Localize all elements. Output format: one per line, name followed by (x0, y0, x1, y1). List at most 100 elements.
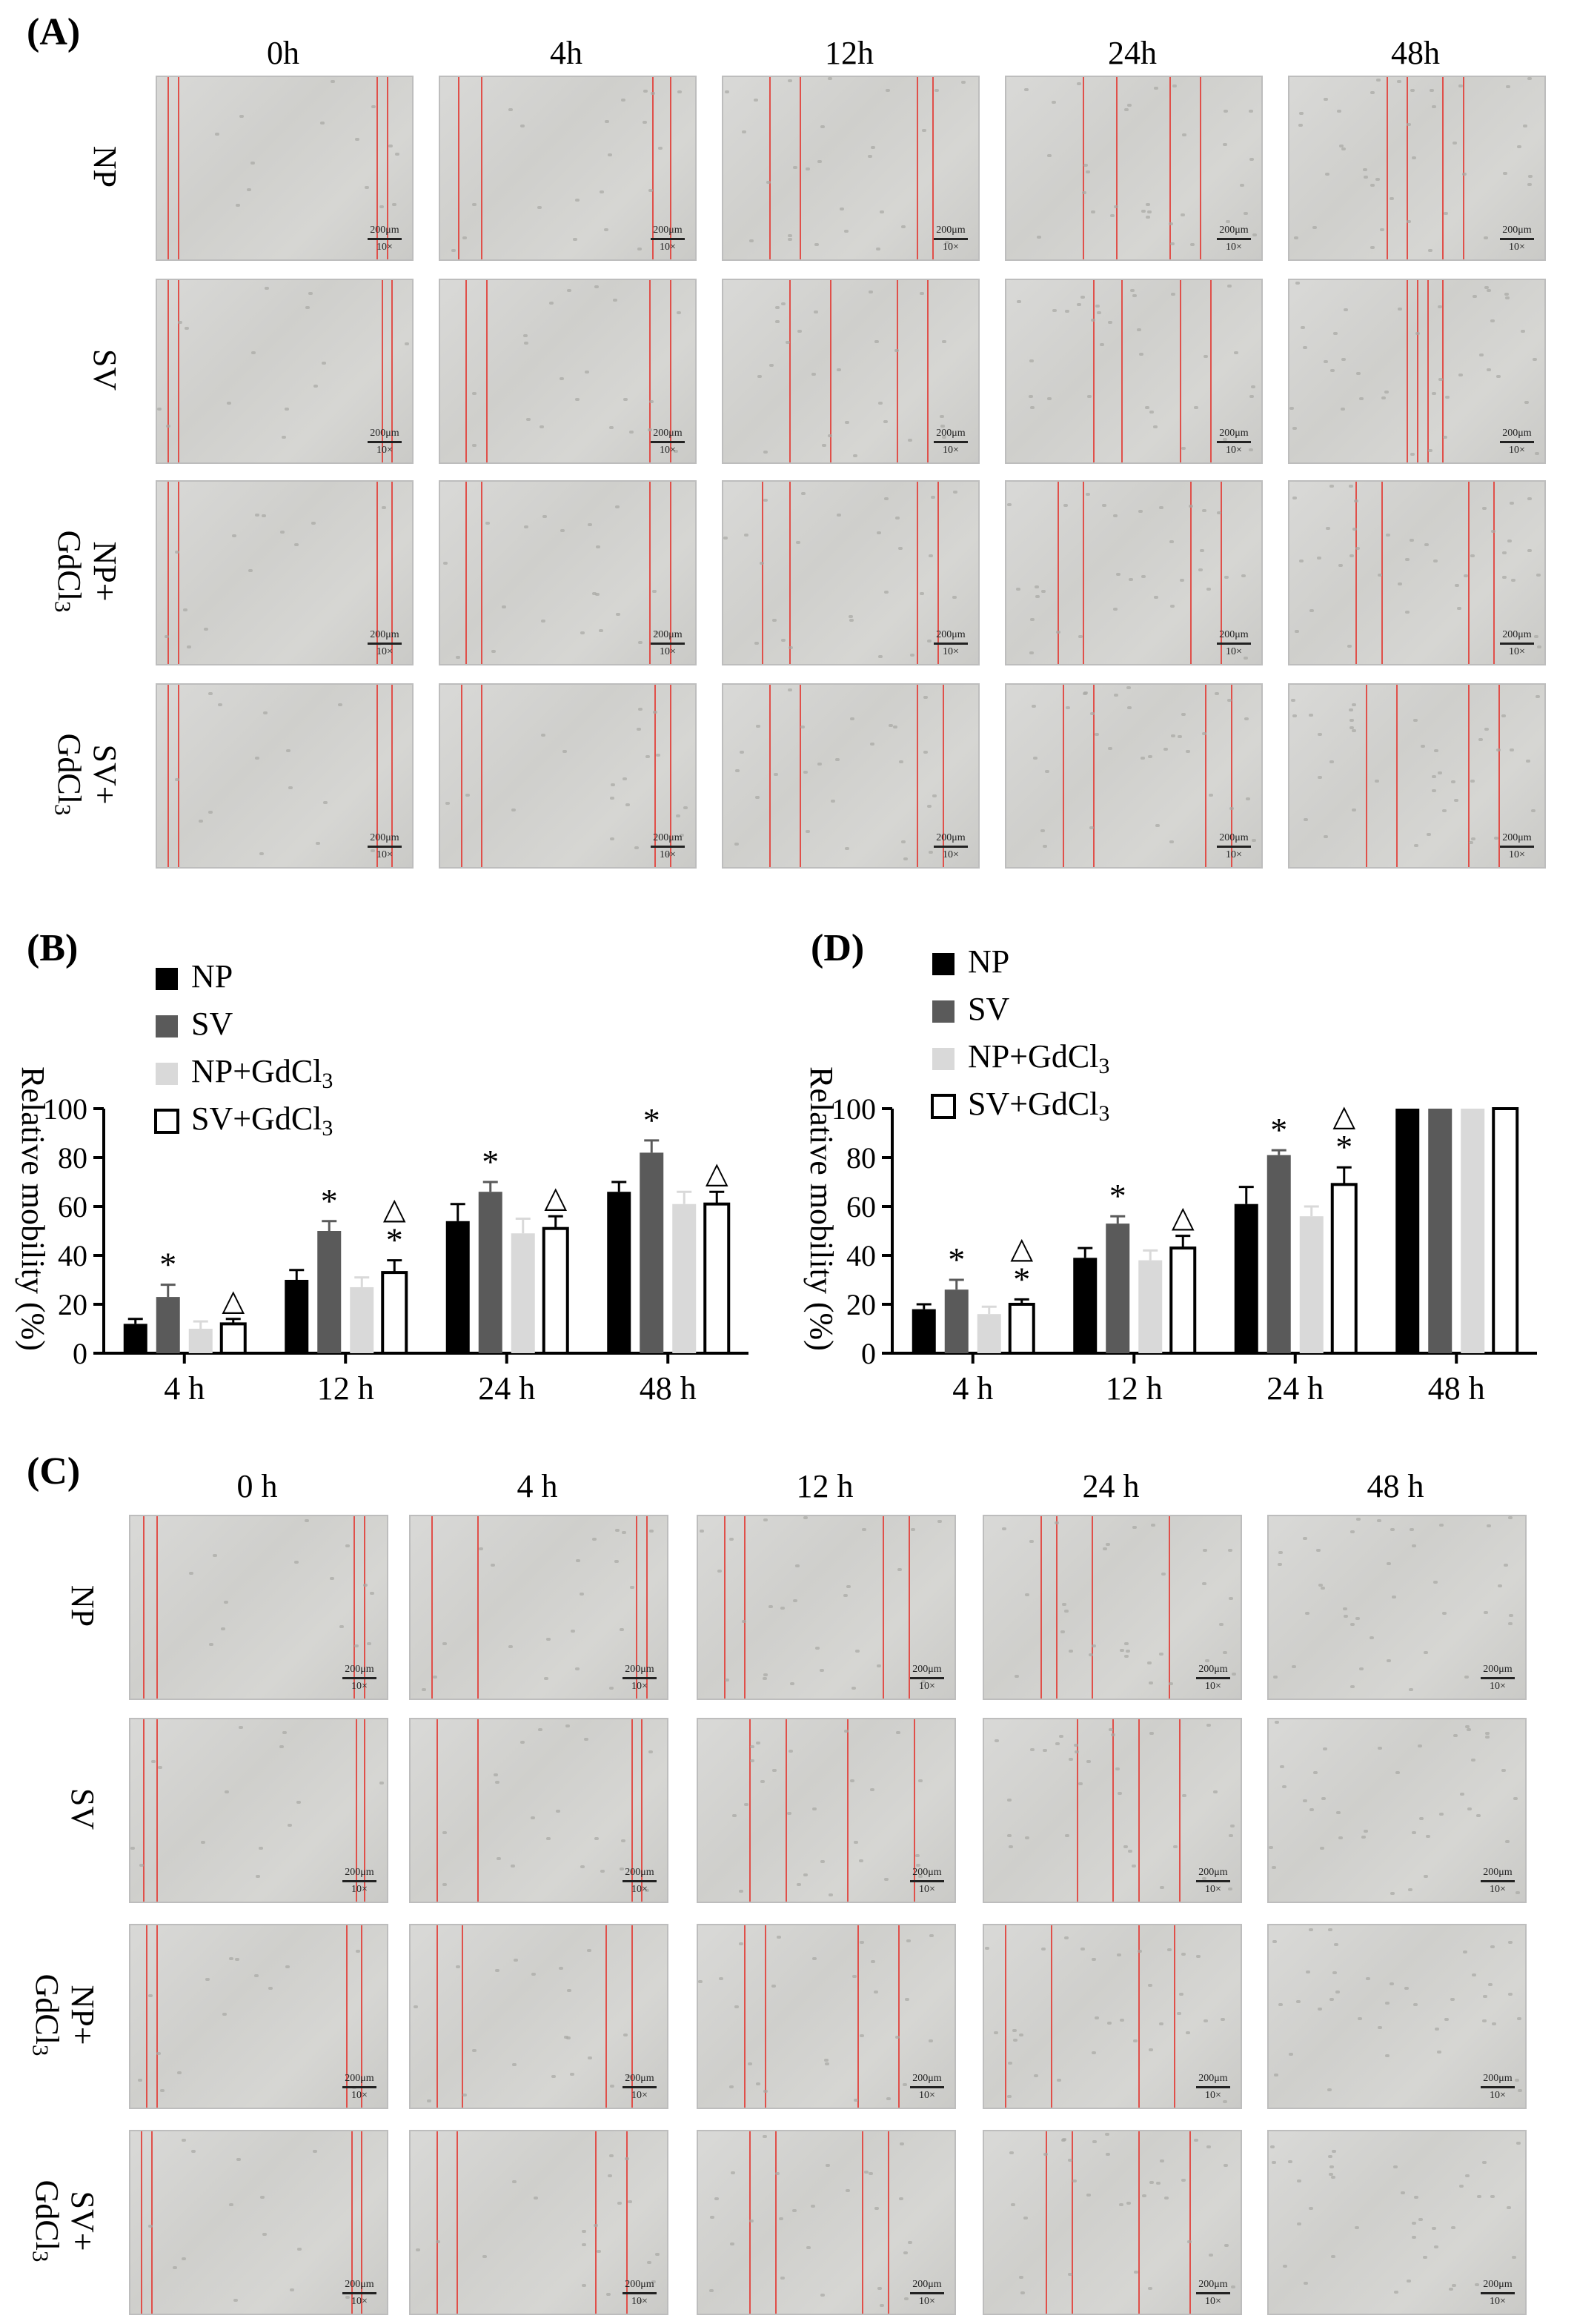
cell-speck (1147, 210, 1152, 214)
cell-speck (1182, 133, 1187, 136)
cell-speck (1172, 1845, 1178, 1849)
cell-speck (436, 2240, 441, 2243)
cell-speck (1302, 345, 1307, 349)
cell-speck (1438, 377, 1444, 381)
scale-bar-line (1481, 1880, 1515, 1882)
cell-speck (598, 629, 603, 633)
wound-edge-line (1467, 482, 1470, 664)
cell-speck (1181, 712, 1186, 716)
cell-speck (945, 240, 949, 244)
cell-speck (1534, 452, 1539, 456)
cell-speck (774, 306, 780, 310)
cell-speck (817, 160, 823, 164)
cell-speck (755, 796, 760, 800)
cell-speck (205, 1977, 210, 1981)
cell-speck (433, 1676, 438, 1679)
cell-speck (1431, 104, 1436, 108)
cell-speck (1329, 1998, 1334, 2002)
cell-speck (587, 523, 592, 527)
cell-speck (874, 340, 879, 344)
cell-speck (284, 408, 289, 411)
wound-edge-line (1381, 482, 1383, 664)
cell-speck (1043, 1749, 1048, 1753)
cell-speck (812, 1807, 817, 1810)
cell-speck (1034, 2074, 1039, 2077)
wound-edge-line (1115, 77, 1118, 259)
scale-bar-line (934, 643, 968, 645)
scale-bar-line (1196, 1880, 1230, 1882)
cell-speck (1129, 288, 1135, 292)
cell-speck (1132, 294, 1138, 298)
cell-speck (1341, 408, 1346, 411)
cell-speck (1338, 564, 1343, 568)
cell-speck (1407, 122, 1412, 126)
micrograph-image: 200μm 10× (409, 1515, 668, 1700)
cell-speck (878, 401, 883, 405)
cell-speck (510, 1865, 515, 1868)
cell-speck (1227, 284, 1232, 288)
wound-edge-line (1200, 77, 1202, 259)
cell-speck (1029, 651, 1034, 654)
cell-speck (248, 569, 253, 573)
cell-speck (1503, 172, 1508, 176)
cell-speck (1323, 360, 1328, 363)
wound-edge-line (481, 685, 483, 867)
cell-speck (1241, 574, 1246, 577)
wound-edge-line (883, 1516, 885, 1699)
cell-speck (719, 1976, 723, 1980)
cell-speck (1406, 219, 1411, 223)
scale-bar-line (1500, 441, 1534, 443)
cell-speck (741, 1620, 746, 1623)
bar (511, 1233, 535, 1353)
cell-speck (1106, 2152, 1111, 2156)
scale-bar-line (342, 2292, 376, 2294)
y-tick-label: 80 (846, 1141, 876, 1175)
cell-speck (1078, 635, 1083, 639)
cell-speck (1137, 328, 1142, 331)
wound-edge-line (436, 2131, 438, 2314)
scale-bar: 200μm 10× (1217, 428, 1251, 456)
wound-edge-line (1442, 280, 1444, 462)
wound-edge-line (345, 1925, 348, 2108)
cell-speck (750, 1759, 755, 1763)
cell-speck (1351, 809, 1356, 812)
scale-bar-line (1196, 2292, 1230, 2294)
wound-edge-line (143, 1516, 145, 1699)
cell-speck (213, 1554, 218, 1558)
cell-speck (177, 2071, 182, 2074)
cell-speck (1533, 634, 1538, 638)
cell-speck (729, 2085, 734, 2089)
cell-speck (392, 202, 397, 206)
panel-b-letter: (B) (27, 927, 79, 969)
cell-speck (1437, 2050, 1442, 2054)
cell-speck (294, 1560, 299, 1564)
cell-speck (1350, 1530, 1355, 1534)
cell-speck (820, 1859, 825, 1863)
cell-speck (228, 1957, 233, 1961)
significance-marker: * (1109, 1177, 1126, 1215)
wound-edge-line (774, 2131, 777, 2314)
cell-speck (824, 2059, 829, 2062)
cell-speck (1055, 1742, 1060, 1745)
legend-subscript: 3 (1098, 1054, 1109, 1078)
cell-speck (921, 129, 926, 133)
cell-speck (1516, 145, 1521, 148)
magnification-text: 10× (1205, 1681, 1221, 1692)
cell-speck (920, 291, 925, 295)
magnification-text: 10× (1226, 445, 1242, 456)
cell-speck (404, 342, 409, 346)
cell-speck (835, 758, 840, 762)
cell-speck (442, 1641, 447, 1645)
y-tick-label: 100 (831, 1092, 876, 1126)
y-tick-label: 80 (58, 1141, 87, 1175)
cell-speck (1381, 396, 1387, 399)
cell-speck (828, 1893, 833, 1897)
scale-bar-text: 200μm (345, 1664, 374, 1675)
cell-speck (903, 2251, 908, 2255)
wound-edge-line (897, 1925, 900, 2108)
cell-speck (1007, 2094, 1012, 2098)
cell-speck (929, 2039, 934, 2043)
legend-swatch (932, 1048, 954, 1070)
legend-swatch (932, 1000, 954, 1023)
cell-speck (479, 1547, 484, 1551)
